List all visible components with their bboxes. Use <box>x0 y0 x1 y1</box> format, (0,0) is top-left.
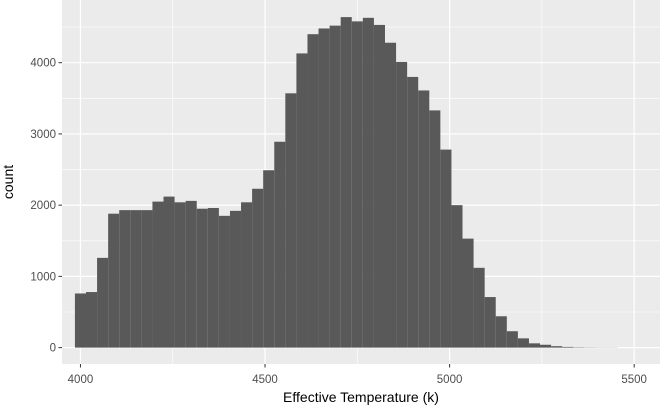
histogram-bar <box>307 34 319 348</box>
y-axis: 0 1000 2000 3000 4000 <box>30 58 62 355</box>
bars <box>74 17 618 348</box>
y-tick-label: 3000 <box>30 129 56 141</box>
y-tick-label: 1000 <box>30 271 56 283</box>
histogram-bar <box>152 201 164 348</box>
histogram-bar <box>74 293 86 348</box>
x-axis-title: Effective Temperature (k) <box>283 389 439 405</box>
histogram-bar <box>185 200 197 348</box>
histogram-bar <box>108 213 120 348</box>
histogram-bar <box>384 42 397 348</box>
histogram-bar <box>263 170 275 348</box>
histogram-bar <box>351 21 363 348</box>
histogram-bar <box>440 149 452 348</box>
histogram-bar <box>241 202 253 348</box>
histogram-bar <box>218 215 230 348</box>
histogram-bar <box>418 90 430 348</box>
histogram-bar <box>229 210 242 348</box>
histogram-bar <box>562 346 574 348</box>
histogram-bar <box>495 316 507 348</box>
histogram-bar <box>163 196 175 348</box>
histogram-bar <box>85 292 98 348</box>
x-tick-label: 5500 <box>621 374 647 386</box>
histogram-bar <box>451 205 463 348</box>
x-tick-label: 5000 <box>437 374 463 386</box>
x-axis: 4000 4500 5000 5500 <box>68 364 647 386</box>
histogram-bar <box>429 110 441 348</box>
histogram-bar <box>252 188 264 348</box>
histogram-bar <box>207 208 219 348</box>
histogram-bar <box>285 93 297 348</box>
y-tick-label: 0 <box>50 343 56 355</box>
x-tick-label: 4500 <box>252 374 278 386</box>
histogram-bar <box>130 210 142 348</box>
histogram-bar <box>274 141 286 348</box>
x-tick-label: 4000 <box>68 374 94 386</box>
histogram-bar <box>540 344 552 348</box>
histogram-bar <box>396 61 408 348</box>
histogram-bar <box>362 17 374 348</box>
histogram-bar <box>318 28 330 348</box>
histogram-bar <box>373 24 385 348</box>
histogram-bar <box>329 25 341 348</box>
y-axis-title: count <box>0 165 16 199</box>
histogram-bar <box>340 17 352 348</box>
y-tick-label: 4000 <box>30 58 56 70</box>
histogram-bar <box>296 53 308 348</box>
histogram-bar <box>528 343 541 348</box>
histogram-bar <box>141 210 153 348</box>
histogram-bar <box>97 257 109 348</box>
histogram-bar <box>517 338 529 348</box>
histogram-bar <box>462 238 474 348</box>
histogram-bar <box>551 346 563 348</box>
histogram-bar <box>174 202 186 348</box>
histogram-bar <box>196 208 208 348</box>
histogram-bar <box>407 76 419 348</box>
histogram-bar <box>119 210 131 348</box>
y-tick-label: 2000 <box>30 200 56 212</box>
histogram-bar <box>484 297 496 348</box>
histogram-bar <box>506 331 518 348</box>
histogram-bar <box>473 267 485 348</box>
